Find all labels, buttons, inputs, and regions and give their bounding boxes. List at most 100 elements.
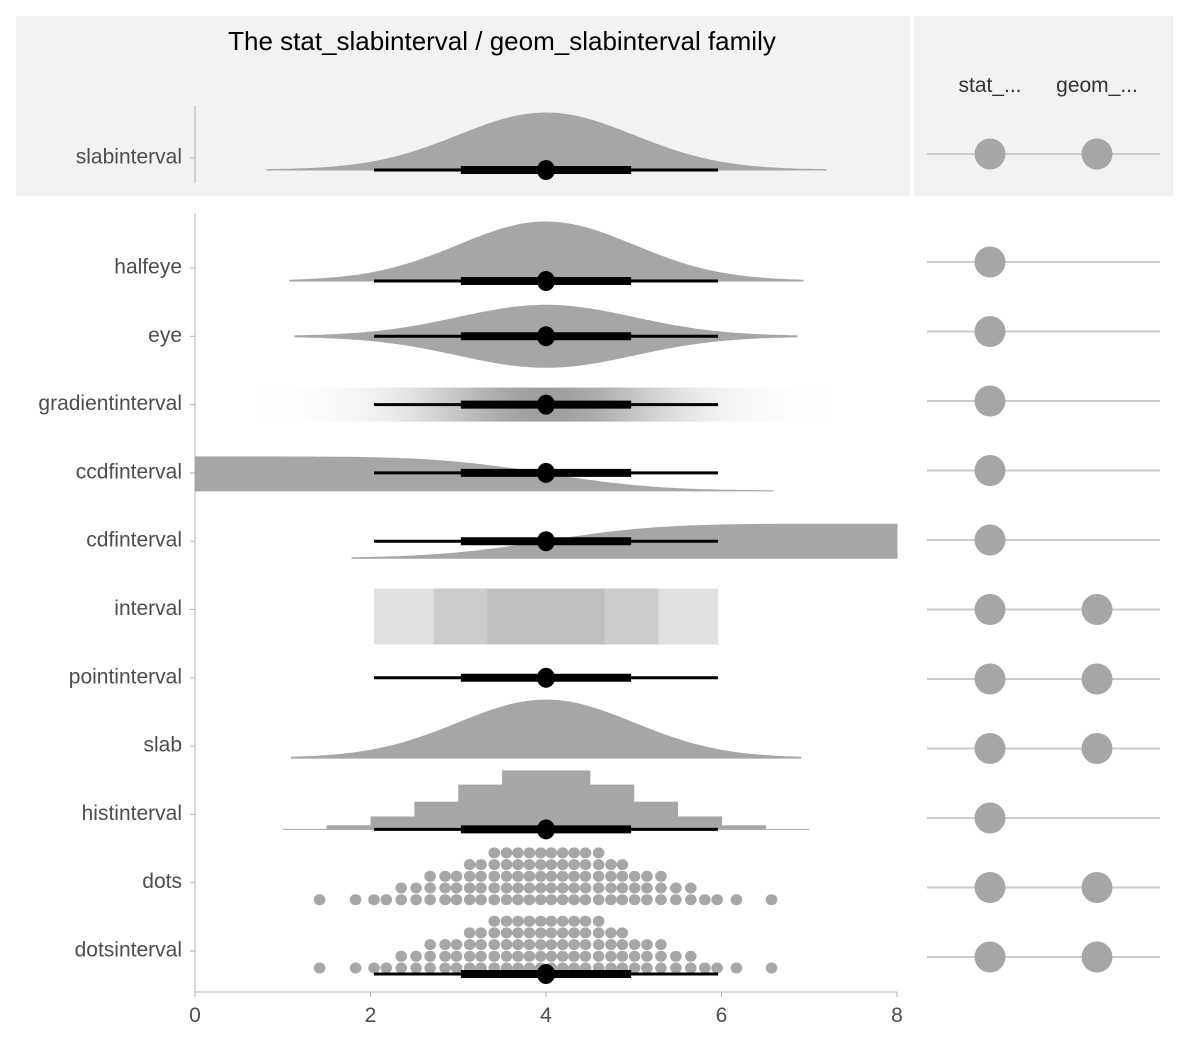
dots-dot (523, 847, 536, 859)
hist-bar (458, 784, 503, 830)
dotsinterval-dot (579, 915, 592, 927)
dots-dot (592, 894, 605, 906)
dotsinterval-dot (523, 939, 536, 951)
dots-dot (500, 870, 513, 882)
x-tick-label: 6 (716, 1004, 728, 1027)
dotsinterval-dot (655, 939, 667, 951)
dots-dot (450, 870, 463, 882)
slabinterval-stat-dot (974, 138, 1006, 170)
dotsinterval-dot (641, 939, 653, 951)
dotsinterval-dot (500, 915, 513, 927)
dotsinterval-dot (512, 915, 524, 927)
dots-dot (628, 894, 641, 906)
hist-bar (721, 825, 766, 830)
dotsinterval-dot (628, 950, 641, 962)
dotsinterval-dot (523, 915, 536, 927)
pointinterval-stat-dot (974, 663, 1006, 695)
cdfinterval-point (537, 531, 555, 552)
dots-dot (568, 894, 580, 906)
dots-dot (475, 894, 487, 906)
interval-50 (487, 588, 605, 645)
dotsinterval-dot (534, 927, 547, 939)
slab-slab (290, 699, 802, 759)
dots-dot (545, 847, 558, 859)
dots-dot (488, 894, 501, 906)
hist-bar (546, 770, 591, 830)
dots-dot (380, 894, 393, 906)
dots-dot (534, 894, 547, 906)
dots-dot (488, 870, 501, 882)
dots-dot (592, 882, 605, 894)
ccdfinterval-stat-dot (974, 455, 1006, 486)
dotsinterval-dot (592, 927, 605, 939)
dotsinterval-dot (463, 939, 476, 951)
dots-dot (579, 859, 592, 871)
dots-dot (313, 894, 326, 906)
dots-dot (568, 847, 580, 859)
dotsinterval-dot (605, 950, 617, 962)
dotsinterval-dot (545, 939, 558, 951)
cdfinterval-stat-dot (974, 524, 1006, 556)
y-label-cdfinterval: cdfinterval (86, 529, 182, 552)
dotsinterval-dot (655, 950, 667, 962)
dots-dot (463, 882, 476, 894)
hist-bar (589, 784, 635, 830)
dots-dot (512, 870, 524, 882)
dotsinterval-dot (568, 950, 580, 962)
dots-dot (711, 894, 723, 906)
dots-dot (475, 859, 487, 871)
dotsinterval-point (537, 964, 555, 984)
dotsinterval-dot (616, 950, 629, 962)
dots-dot (439, 894, 451, 906)
dotsinterval-dot (349, 962, 362, 974)
dotsinterval-dot (699, 962, 711, 974)
dotsinterval-dot (475, 927, 487, 939)
dots-dot (579, 894, 592, 906)
dotsinterval-dot (684, 962, 697, 974)
pointinterval-point (537, 667, 555, 688)
dotsinterval-dot (368, 962, 380, 974)
dotsinterval-dot (670, 962, 682, 974)
y-label-ccdfinterval: ccdfinterval (76, 460, 182, 483)
dots-dot (488, 882, 501, 894)
dots-dot (556, 882, 569, 894)
dots-dot (463, 859, 476, 871)
histinterval-point (537, 819, 555, 840)
dotsinterval-dot (641, 950, 653, 962)
y-label-halfeye: halfeye (114, 256, 182, 279)
dotsinterval-dot (655, 962, 667, 974)
dotsinterval-dot (512, 950, 524, 962)
dots-dot (670, 894, 682, 906)
dotsinterval-dot (568, 927, 580, 939)
dotsinterval-geom-dot (1081, 941, 1113, 973)
dots-dot (523, 882, 536, 894)
dotsinterval-dot (579, 939, 592, 951)
dots-dot (545, 859, 558, 871)
interval-geom-dot (1081, 594, 1113, 625)
dots-dot (628, 870, 641, 882)
dotsinterval-dot (523, 950, 536, 962)
dotsinterval-dot (512, 939, 524, 951)
dotsinterval-dot (439, 939, 451, 951)
dots-dot (545, 894, 558, 906)
dots-dot (439, 882, 451, 894)
dotsinterval-dot (439, 950, 451, 962)
column-header-stat: stat_... (958, 74, 1021, 97)
dots-dot (395, 894, 408, 906)
x-tick-label: 4 (540, 1004, 552, 1027)
dots-dot (592, 847, 605, 859)
dotsinterval-dot (395, 962, 408, 974)
dots-dot (500, 859, 513, 871)
dotsinterval-stat-dot (974, 941, 1006, 973)
slabinterval-geom-dot (1081, 138, 1113, 170)
dotsinterval-dot (395, 950, 408, 962)
dotsinterval-dot (534, 939, 547, 951)
dotsinterval-dot (545, 927, 558, 939)
dotsinterval-dot (670, 950, 682, 962)
dots-dot (605, 894, 617, 906)
dotsinterval-dot (568, 939, 580, 951)
dots-dot (684, 882, 697, 894)
dotsinterval-dot (711, 962, 723, 974)
chart-title: The stat_slabinterval / geom_slabinterva… (228, 26, 776, 56)
dotsinterval-dot (313, 962, 326, 974)
